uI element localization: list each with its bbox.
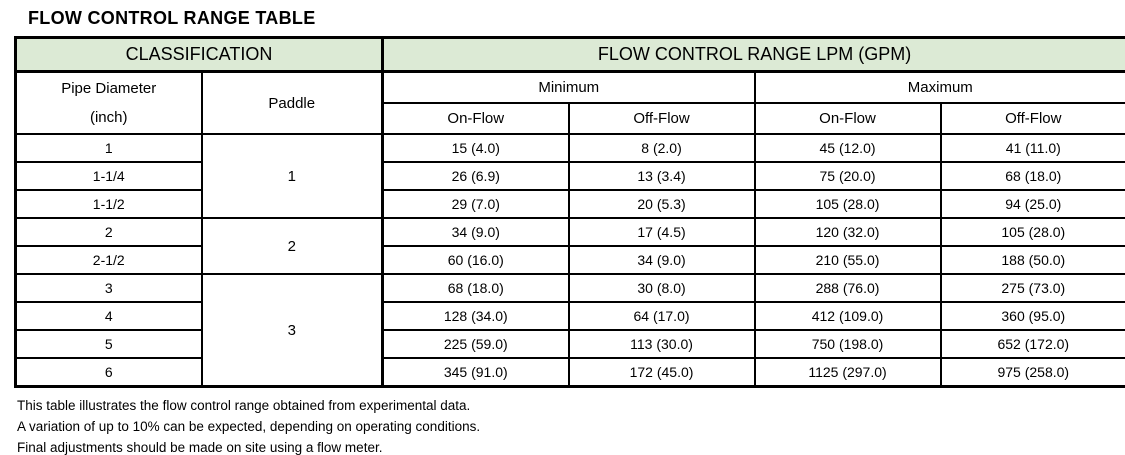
min-off-flow-cell: 34 (9.0) (567, 245, 756, 275)
min-off-flow-cell: 64 (17.0) (567, 301, 756, 331)
min-off-flow-cell: 30 (8.0) (567, 273, 756, 303)
pipe-cell: 6 (14, 357, 203, 388)
table-row: 5 225 (59.0) 113 (30.0) 750 (198.0) 652 … (14, 329, 1125, 359)
pipe-cell: 1-1/2 (14, 189, 203, 219)
min-on-flow-cell: 34 (9.0) (381, 217, 570, 247)
off-flow-header: Off-Flow (939, 102, 1125, 135)
table-row: 2 2 34 (9.0) 17 (4.5) 120 (32.0) 105 (28… (14, 217, 1125, 275)
min-on-flow-cell: 60 (16.0) (381, 245, 570, 275)
on-flow-header: On-Flow (753, 102, 942, 135)
max-off-flow-cell: 975 (258.0) (939, 357, 1125, 388)
min-off-flow-cell: 113 (30.0) (567, 329, 756, 359)
max-on-flow-cell: 1125 (297.0) (753, 357, 942, 388)
min-on-flow-cell: 128 (34.0) (381, 301, 570, 331)
note-line: Final adjustments should be made on site… (17, 440, 383, 455)
classification-header: CLASSIFICATION (14, 36, 384, 73)
min-on-flow-cell: 29 (7.0) (381, 189, 570, 219)
paddle-group-cell: 1 (200, 133, 384, 219)
max-on-flow-cell: 288 (76.0) (753, 273, 942, 303)
max-off-flow-cell: 94 (25.0) (939, 189, 1125, 219)
min-on-flow-cell: 345 (91.0) (381, 357, 570, 388)
table-row: 6 345 (91.0) 172 (45.0) 1125 (297.0) 975… (14, 357, 1125, 388)
table-row: 1-1/4 26 (6.9) 13 (3.4) 75 (20.0) 68 (18… (14, 161, 1125, 191)
max-on-flow-cell: 75 (20.0) (753, 161, 942, 191)
min-off-flow-cell: 17 (4.5) (567, 217, 756, 247)
pipe-cell: 3 (14, 273, 203, 303)
pipe-cell: 1-1/4 (14, 161, 203, 191)
flow-control-table: CLASSIFICATION FLOW CONTROL RANGE LPM (G… (14, 36, 1125, 388)
max-on-flow-cell: 412 (109.0) (753, 301, 942, 331)
note-line: This table illustrates the flow control … (17, 398, 471, 413)
max-on-flow-cell: 120 (32.0) (753, 217, 942, 247)
table-row: 2-1/2 60 (16.0) 34 (9.0) 210 (55.0) 188 … (14, 245, 1125, 275)
paddle-header: Paddle (200, 70, 384, 135)
pipe-cell: 4 (14, 301, 203, 331)
min-off-flow-cell: 20 (5.3) (567, 189, 756, 219)
table-row: 1 1 15 (4.0) 8 (2.0) 45 (12.0) 41 (11.0) (14, 133, 1125, 219)
max-on-flow-cell: 105 (28.0) (753, 189, 942, 219)
maximum-header: Maximum (753, 70, 1125, 104)
min-off-flow-cell: 13 (3.4) (567, 161, 756, 191)
table-row: 4 128 (34.0) 64 (17.0) 412 (109.0) 360 (… (14, 301, 1125, 331)
min-on-flow-cell: 68 (18.0) (381, 273, 570, 303)
off-flow-header: Off-Flow (567, 102, 756, 135)
table-row: 3 3 68 (18.0) 30 (8.0) 288 (76.0) 275 (7… (14, 273, 1125, 388)
pipe-diameter-header: Pipe Diameter (inch) (14, 70, 203, 135)
paddle-group-cell: 3 (200, 273, 384, 388)
pipe-diameter-unit: (inch) (89, 109, 128, 126)
min-on-flow-cell: 15 (4.0) (381, 133, 570, 163)
min-on-flow-cell: 26 (6.9) (381, 161, 570, 191)
page-title: FLOW CONTROL RANGE TABLE (28, 8, 316, 28)
max-on-flow-cell: 45 (12.0) (753, 133, 942, 163)
min-off-flow-cell: 172 (45.0) (567, 357, 756, 388)
max-off-flow-cell: 41 (11.0) (939, 133, 1125, 163)
pipe-cell: 5 (14, 329, 203, 359)
pipe-cell: 2-1/2 (14, 245, 203, 275)
pipe-diameter-label: Pipe Diameter (61, 80, 157, 97)
min-on-flow-cell: 225 (59.0) (381, 329, 570, 359)
flow-range-header: FLOW CONTROL RANGE LPM (GPM) (381, 36, 1125, 73)
min-off-flow-cell: 8 (2.0) (567, 133, 756, 163)
max-off-flow-cell: 275 (73.0) (939, 273, 1125, 303)
on-flow-header: On-Flow (381, 102, 570, 135)
table-row: 1-1/2 29 (7.0) 20 (5.3) 105 (28.0) 94 (2… (14, 189, 1125, 219)
max-off-flow-cell: 652 (172.0) (939, 329, 1125, 359)
max-off-flow-cell: 188 (50.0) (939, 245, 1125, 275)
max-off-flow-cell: 68 (18.0) (939, 161, 1125, 191)
paddle-group-cell: 2 (200, 217, 384, 275)
max-on-flow-cell: 750 (198.0) (753, 329, 942, 359)
max-off-flow-cell: 105 (28.0) (939, 217, 1125, 247)
note-line: A variation of up to 10% can be expected… (17, 419, 481, 434)
max-on-flow-cell: 210 (55.0) (753, 245, 942, 275)
minimum-header: Minimum (381, 70, 756, 104)
pipe-cell: 1 (14, 133, 203, 163)
pipe-cell: 2 (14, 217, 203, 247)
footnotes: This table illustrates the flow control … (17, 399, 1125, 455)
max-off-flow-cell: 360 (95.0) (939, 301, 1125, 331)
